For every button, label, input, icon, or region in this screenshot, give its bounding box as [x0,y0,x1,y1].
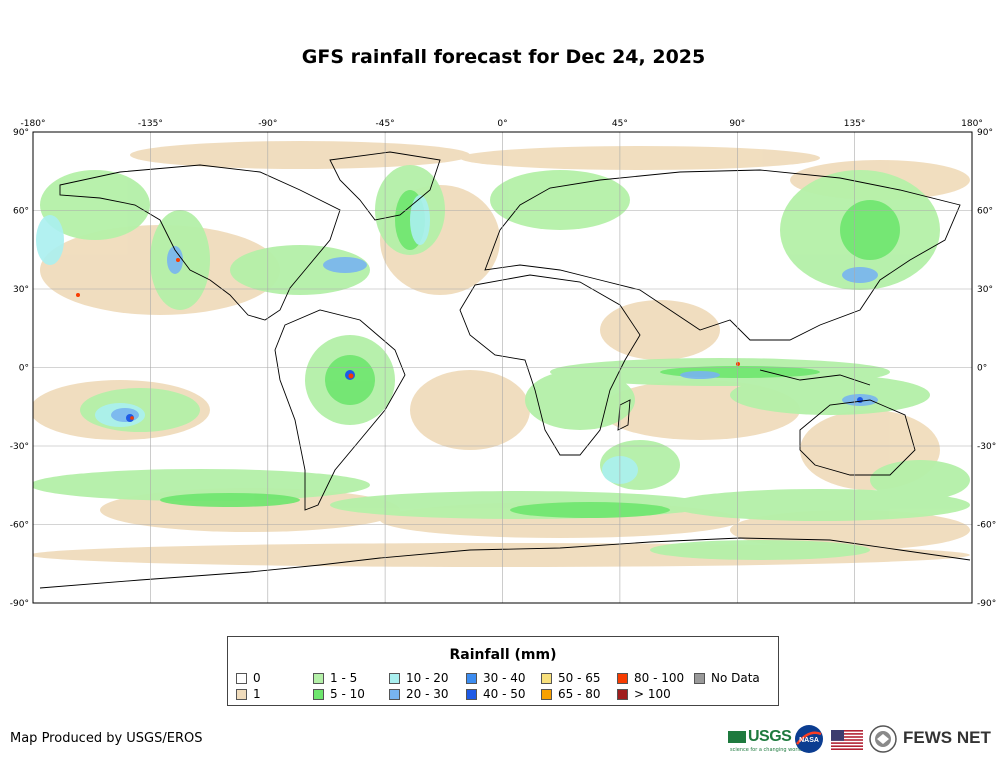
legend-swatch [617,672,628,684]
legend-swatch [313,688,324,700]
partner-logos: USGS science for a changing world NASA F… [728,722,998,756]
graticule [33,132,972,603]
legend-item: 80 - 100 [617,671,684,685]
lat-tick-label: -30° [10,442,29,452]
legend-label: 80 - 100 [634,671,685,685]
legend-item: 50 - 65 [541,671,601,685]
lat-tick-label: 30° [13,285,29,295]
legend-items: 0 1 1 - 5 5 - 10 10 - 20 20 - 30 30 - 40… [236,671,776,705]
legend-swatch [389,688,400,700]
fews-net-logo: FEWS NET [903,728,991,747]
legend-item: 10 - 20 [389,671,449,685]
legend-item: 1 [236,687,261,701]
usgs-logo: USGS [728,728,792,746]
lon-tick-label: -45° [375,119,394,129]
legend-item: No Data [694,671,760,685]
lon-ticks-top: -180° -135° -90° -45° 0° 45° 90° 135° 18… [21,119,983,129]
lon-tick-label: 90° [729,119,745,129]
lon-tick-label: 0° [497,119,507,129]
legend-item: 20 - 30 [389,687,449,701]
legend-title: Rainfall (mm) [449,647,557,663]
legend-label: > 100 [634,687,671,701]
us-flag-icon [831,730,863,750]
legend-swatch [389,672,400,684]
legend-swatch [236,672,247,684]
svg-text:NASA: NASA [799,737,819,744]
lon-tick-label: 45° [612,119,628,129]
legend-item: 65 - 80 [541,687,601,701]
legend-label: 20 - 30 [406,687,449,701]
rainfall-map: -180° -135° -90° -45° 0° 45° 90° 135° 18… [10,119,996,609]
legend-swatch [617,688,628,700]
lat-tick-label: 0° [977,364,987,374]
legend-label: 10 - 20 [406,671,449,685]
legend-label: 1 - 5 [330,671,358,685]
map-frame [32,131,973,604]
lat-tick-label: -90° [977,599,996,609]
state-dept-seal-icon [869,725,897,753]
legend-label: 5 - 10 [330,687,365,701]
legend-item: 40 - 50 [466,687,526,701]
lat-tick-label: 60° [977,207,993,217]
legend-label: 1 [253,687,261,701]
lat-tick-label: -60° [10,521,29,531]
usgs-tagline: science for a changing world [730,747,802,753]
legend-swatch [466,688,477,700]
lat-tick-label: 90° [13,128,29,138]
legend-label: No Data [711,671,760,685]
legend-swatch [466,672,477,684]
lat-tick-label: 90° [977,128,993,138]
legend-item: 1 - 5 [313,671,357,685]
lat-tick-label: 30° [977,285,993,295]
legend-swatch [313,672,324,684]
legend-label: 30 - 40 [483,671,526,685]
nasa-logo: NASA [795,725,823,753]
legend-item: 0 [236,671,261,685]
lon-tick-label: 135° [844,119,866,129]
lon-tick-label: 180° [961,119,983,129]
legend-label: 40 - 50 [483,687,526,701]
legend: Rainfall (mm) 0 1 1 - 5 5 - 10 10 - 20 2… [227,636,779,706]
lat-ticks-right: 90° 60° 30° 0° -30° -60° -90° [977,128,996,609]
lat-tick-label: -90° [10,599,29,609]
legend-swatch [236,688,247,700]
lon-tick-label: -90° [258,119,277,129]
legend-label: 50 - 65 [558,671,601,685]
lon-tick-label: -135° [138,119,163,129]
legend-swatch [541,672,552,684]
legend-swatch [541,688,552,700]
lat-tick-label: -30° [977,442,996,452]
lat-tick-label: 60° [13,207,29,217]
rain-fields [33,141,970,567]
legend-label: 0 [253,671,261,685]
coastlines [39,151,971,589]
lat-tick-label: 0° [19,364,29,374]
legend-item: > 100 [617,687,671,701]
map-title: GFS rainfall forecast for Dec 24, 2025 [301,46,706,68]
legend-item: 30 - 40 [466,671,526,685]
map-credit: Map Produced by USGS/EROS [10,731,203,746]
lat-tick-label: -60° [977,521,996,531]
legend-swatch [694,672,705,684]
legend-item: 5 - 10 [313,687,365,701]
lat-ticks-left: 90° 60° 30° 0° -30° -60° -90° [10,128,29,609]
lon-tick-label: -180° [21,119,46,129]
legend-label: 65 - 80 [558,687,601,701]
